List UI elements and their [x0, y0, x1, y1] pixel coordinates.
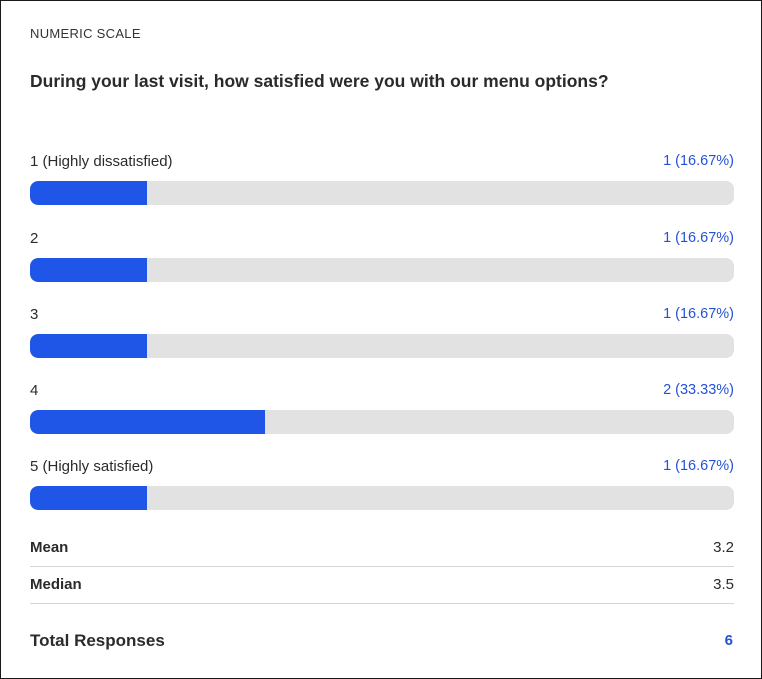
option-bar-track	[30, 181, 734, 205]
option-row-4: 4 2 (33.33%)	[30, 382, 734, 434]
stat-row-mean: Mean 3.2	[30, 530, 734, 567]
total-responses-label: Total Responses	[30, 631, 165, 650]
option-count: 1 (16.67%)	[663, 230, 734, 246]
total-responses-value: 6	[724, 632, 733, 649]
option-bar-fill	[30, 334, 148, 358]
option-row-1: 1 (Highly dissatisfied) 1 (16.67%)	[30, 153, 734, 205]
option-count: 1 (16.67%)	[663, 306, 734, 322]
option-label: 1 (Highly dissatisfied)	[30, 153, 173, 170]
option-label: 3	[30, 306, 39, 323]
mean-label: Mean	[30, 539, 69, 556]
option-row-3: 3 1 (16.67%)	[30, 306, 734, 358]
option-bar-track	[30, 334, 734, 358]
mean-value: 3.2	[713, 539, 734, 556]
option-bar-fill	[30, 410, 265, 434]
stat-row-median: Median 3.5	[30, 567, 734, 604]
option-bar-track	[30, 258, 734, 282]
option-bar-fill	[30, 181, 148, 205]
option-count: 1 (16.67%)	[663, 153, 734, 169]
question-title: During your last visit, how satisfied we…	[30, 71, 609, 91]
option-bar-track	[30, 410, 734, 434]
option-row-5: 5 (Highly satisfied) 1 (16.67%)	[30, 458, 734, 510]
median-label: Median	[30, 576, 82, 593]
question-type-label: NUMERIC SCALE	[30, 26, 141, 41]
option-bar-fill	[30, 258, 148, 282]
median-value: 3.5	[713, 576, 734, 593]
option-count: 2 (33.33%)	[663, 382, 734, 398]
option-label: 5 (Highly satisfied)	[30, 458, 154, 475]
option-bar-track	[30, 486, 734, 510]
option-label: 2	[30, 230, 39, 247]
option-row-2: 2 1 (16.67%)	[30, 230, 734, 282]
option-count: 1 (16.67%)	[663, 458, 734, 474]
option-bar-fill	[30, 486, 148, 510]
option-label: 4	[30, 382, 39, 399]
